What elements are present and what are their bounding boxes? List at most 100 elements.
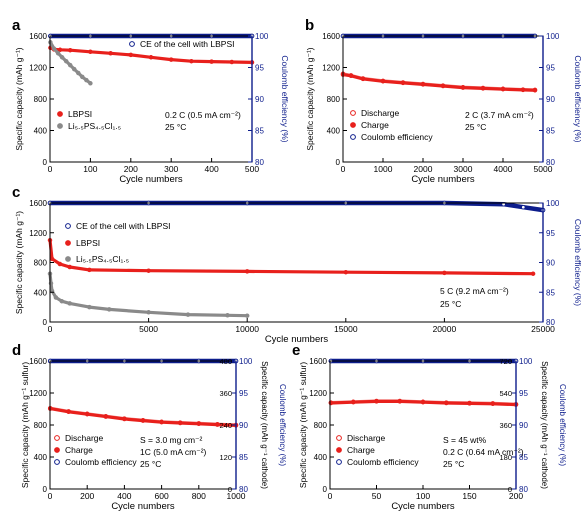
x-axis-label: Cycle numbers [265, 334, 329, 345]
y2-tick-label: 95 [546, 64, 555, 73]
panel-c: c 0 5000 10000 15000 20000 25000 Cycle numbers 0… [12, 184, 583, 345]
legend-marker [336, 459, 342, 465]
x-tick-label: 200 [80, 491, 94, 501]
panel-letter: b [305, 17, 314, 34]
data-point [444, 400, 449, 406]
x-tick-label: 500 [245, 164, 259, 174]
data-point [360, 76, 366, 82]
y2-tick-label: 85 [239, 453, 248, 462]
cathode-axis-label: Specific capacity (mAh g⁻¹ cathode) [260, 361, 269, 489]
data-point [420, 82, 426, 87]
data-point [521, 204, 526, 210]
data-point [63, 58, 69, 64]
legend-label: LBPSI [76, 238, 100, 248]
series-1 [48, 40, 93, 86]
y-axis-label: Specific capacity (mAh g⁻¹ sulfur) [20, 362, 30, 489]
data-point [351, 399, 356, 405]
data-point [66, 409, 71, 415]
condition-annotation: 25 °C [443, 459, 464, 469]
series-line [47, 200, 546, 213]
y-tick-label: 1600 [322, 32, 340, 41]
legend-label: Charge [65, 445, 93, 455]
data-point [80, 74, 85, 80]
y2-tick-label: 80 [546, 158, 555, 167]
data-point [532, 88, 538, 93]
data-point [67, 47, 73, 53]
y-tick-label: 400 [327, 127, 341, 136]
x-axis-label: Cycle numbers [391, 501, 455, 512]
series-1 [47, 271, 250, 318]
cathode-tick-label: 180 [499, 453, 512, 462]
x-tick-label: 300 [164, 164, 178, 174]
data-point [67, 264, 72, 270]
y2-tick-label: 90 [239, 421, 248, 430]
y2-tick-label: 85 [546, 288, 555, 297]
x-tick-label: 2000 [414, 164, 433, 174]
x-tick-label: 0 [328, 491, 333, 501]
data-point [57, 47, 63, 53]
y-tick-label: 800 [314, 421, 328, 430]
x-tick-label: 400 [205, 164, 219, 174]
y-tick-label: 0 [336, 158, 341, 167]
y2-tick-label: 85 [255, 127, 264, 136]
cathode-tick-label: 240 [219, 421, 232, 430]
data-point [420, 399, 426, 405]
data-point [67, 62, 73, 68]
legend-label: Discharge [65, 433, 104, 443]
y-tick-label: 400 [34, 127, 48, 136]
legend-marker [129, 41, 135, 47]
series-0 [47, 237, 536, 276]
panel-letter: c [12, 184, 20, 201]
y-tick-label: 0 [43, 485, 48, 494]
series-1 [47, 406, 239, 428]
condition-annotation: 0.2 C (0.64 mA cm⁻²) [443, 447, 524, 457]
condition-annotation: 1C (5.0 mA cm⁻²) [140, 447, 207, 457]
y2-tick-label: 100 [519, 357, 533, 366]
legend-marker [65, 240, 71, 246]
plot-frame [49, 35, 253, 163]
x-tick-label: 0 [48, 324, 53, 334]
legend-label: Li₅.₅PS₄.₅Cl₁.₅ [68, 121, 121, 131]
y-tick-label: 1200 [309, 389, 327, 398]
x-tick-label: 3000 [454, 164, 473, 174]
data-point [530, 271, 536, 276]
legend-label: Discharge [347, 433, 386, 443]
data-point [500, 86, 506, 92]
data-point [51, 46, 57, 51]
data-point [59, 298, 65, 304]
y2-tick-label: 95 [255, 64, 264, 73]
x-tick-label: 5000 [139, 324, 158, 334]
data-point [189, 58, 194, 64]
data-point [84, 411, 90, 417]
data-point [490, 401, 496, 407]
x-tick-label: 1000 [227, 491, 246, 501]
x-tick-label: 200 [509, 491, 523, 501]
data-point [87, 267, 92, 273]
x-tick-label: 0 [48, 491, 53, 501]
x-axis-label: Cycle numbers [111, 501, 175, 512]
y-axis-label: Specific capacity (mAh g⁻¹) [305, 47, 315, 150]
y2-tick-label: 95 [546, 229, 555, 238]
plot-frame [329, 360, 517, 490]
y2-tick-label: 95 [239, 389, 248, 398]
legend-label: Discharge [361, 108, 400, 118]
condition-annotation: 0.2 C (0.5 mA cm⁻²) [165, 110, 241, 120]
legend-marker [350, 122, 356, 128]
x-tick-label: 600 [155, 491, 169, 501]
condition-annotation: 25 °C [165, 122, 186, 132]
plot-frame [342, 35, 544, 163]
y-tick-label: 400 [34, 453, 48, 462]
data-point [57, 261, 63, 267]
cathode-tick-label: 360 [499, 421, 512, 430]
legend-label: Li₅.₅PS₄.₅Cl₁.₅ [76, 254, 129, 264]
y2-tick-label: 90 [546, 259, 555, 268]
panel-letter: e [292, 342, 300, 359]
x-tick-label: 25000 [531, 324, 555, 334]
data-point [87, 304, 92, 310]
y-tick-label: 0 [323, 485, 328, 494]
condition-annotation: S = 45 wt% [443, 435, 487, 445]
data-point [49, 256, 55, 262]
data-point [196, 421, 202, 427]
legend-marker [57, 123, 63, 129]
